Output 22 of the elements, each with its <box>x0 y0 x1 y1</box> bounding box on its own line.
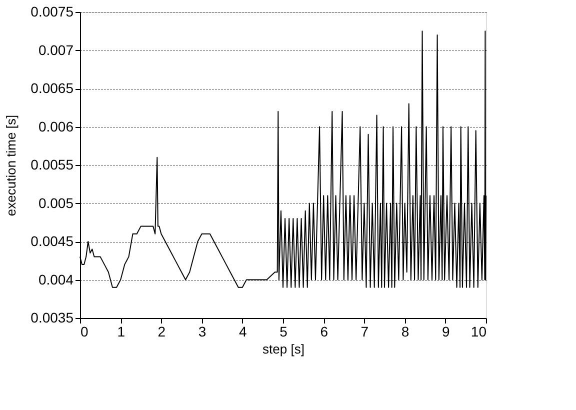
y-tick-label: 0.0065 <box>30 80 74 96</box>
y-tick-label: 0.0055 <box>30 156 74 172</box>
y-tick-label: 0.004 <box>38 271 74 288</box>
x-tick-label: 7 <box>360 324 369 340</box>
x-axis-title: step [s] <box>262 342 304 356</box>
x-tick-label: 1 <box>117 324 126 340</box>
y-tick-label: 0.0035 <box>30 310 74 326</box>
x-tick-label: 8 <box>401 324 410 340</box>
x-tick-label: 9 <box>442 324 450 340</box>
y-axis-title: execution time [s] <box>4 114 19 216</box>
x-tick-label: 5 <box>280 324 288 340</box>
y-tick-label: 0.007 <box>38 42 74 58</box>
x-tick-label: 6 <box>320 324 328 340</box>
x-tick-label: 3 <box>198 324 206 340</box>
x-tick-label: 4 <box>239 324 247 340</box>
x-tick-label: 2 <box>158 324 166 340</box>
y-tick-label: 0.006 <box>38 118 74 134</box>
x-tick-label: 10 <box>470 324 487 340</box>
y-tick-label: 0.0045 <box>30 233 74 249</box>
x-tick-label: 0 <box>80 324 88 340</box>
y-tick-label: 0.005 <box>38 194 74 211</box>
y-tick-label: 0.0075 <box>30 4 74 20</box>
